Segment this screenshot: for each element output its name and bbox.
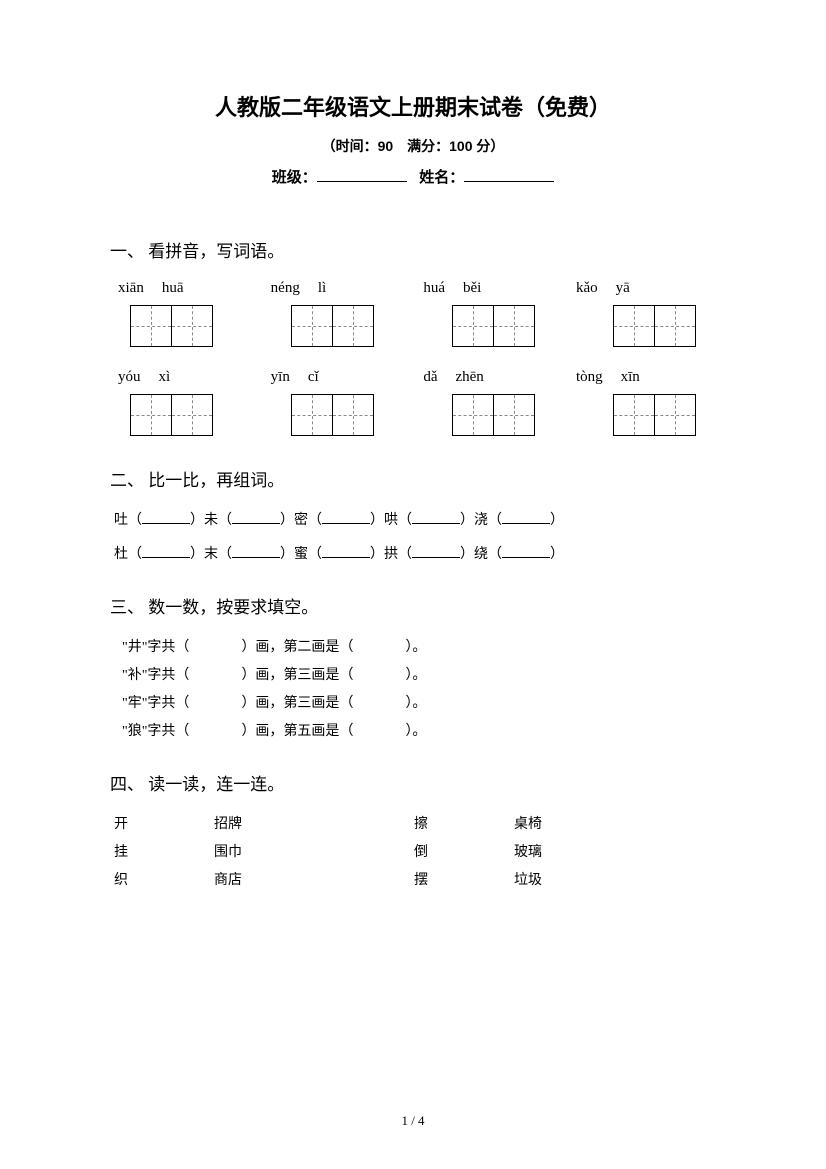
q4-row: 织 商店 摆 垃圾 xyxy=(110,869,716,889)
boxes-row-2 xyxy=(110,394,716,436)
pinyin-group: dǎzhēn xyxy=(423,369,543,386)
pinyin-group: yóuxì xyxy=(118,369,238,386)
pinyin-group: tòngxīn xyxy=(576,369,696,386)
pinyin-group: huáběi xyxy=(423,280,543,297)
blank[interactable] xyxy=(412,512,460,524)
blank[interactable] xyxy=(142,546,190,558)
blank[interactable] xyxy=(142,512,190,524)
char-box-pair[interactable] xyxy=(291,394,374,436)
q2-line-2: 杜（）末（）蜜（）拱（）绕（） xyxy=(110,543,716,563)
q3-item: "井"字共（）画，第二画是（）。 xyxy=(110,636,716,656)
boxes-row-1 xyxy=(110,305,716,347)
blank[interactable] xyxy=(232,546,280,558)
pinyin-group: kǎoyā xyxy=(576,280,696,297)
pinyin-group: nénglì xyxy=(271,280,391,297)
blank[interactable] xyxy=(502,546,550,558)
student-info-line: 班级： 姓名： xyxy=(110,166,716,187)
q4-row: 挂 围巾 倒 玻璃 xyxy=(110,841,716,861)
q3-item: "狼"字共（）画，第五画是（）。 xyxy=(110,720,716,740)
name-blank[interactable] xyxy=(464,168,554,182)
class-label: 班级： xyxy=(272,169,317,186)
char-box-pair[interactable] xyxy=(452,394,535,436)
pinyin-group: xiānhuā xyxy=(118,280,238,297)
exam-subtitle: （时间：90 满分：100 分） xyxy=(110,136,716,156)
char-box-pair[interactable] xyxy=(452,305,535,347)
page-number: 1 / 4 xyxy=(0,1113,826,1129)
q4-row: 开 招牌 擦 桌椅 xyxy=(110,813,716,833)
q3-item: "牢"字共（）画，第三画是（）。 xyxy=(110,692,716,712)
char-box-pair[interactable] xyxy=(130,394,213,436)
pinyin-row-1: xiānhuā nénglì huáběi kǎoyā xyxy=(110,280,716,297)
char-box-pair[interactable] xyxy=(613,394,696,436)
blank[interactable] xyxy=(502,512,550,524)
exam-title: 人教版二年级语文上册期末试卷（免费） xyxy=(110,90,716,122)
section3-heading: 三、 数一数，按要求填空。 xyxy=(110,593,716,618)
q3-item: "补"字共（）画，第三画是（）。 xyxy=(110,664,716,684)
blank[interactable] xyxy=(232,512,280,524)
section4-heading: 四、 读一读，连一连。 xyxy=(110,770,716,795)
pinyin-row-2: yóuxì yīncǐ dǎzhēn tòngxīn xyxy=(110,369,716,386)
class-blank[interactable] xyxy=(317,168,407,182)
section2-heading: 二、 比一比，再组词。 xyxy=(110,466,716,491)
name-label: 姓名： xyxy=(419,169,464,186)
blank[interactable] xyxy=(322,546,370,558)
blank[interactable] xyxy=(412,546,460,558)
section1-heading: 一、 看拼音，写词语。 xyxy=(110,237,716,262)
pinyin-group: yīncǐ xyxy=(271,369,391,386)
char-box-pair[interactable] xyxy=(130,305,213,347)
char-box-pair[interactable] xyxy=(291,305,374,347)
char-box-pair[interactable] xyxy=(613,305,696,347)
q2-line-1: 吐（）未（）密（）哄（）浇（） xyxy=(110,509,716,529)
blank[interactable] xyxy=(322,512,370,524)
